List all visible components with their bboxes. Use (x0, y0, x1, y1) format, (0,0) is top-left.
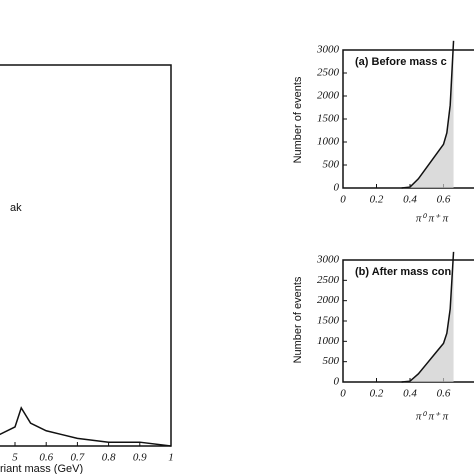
x-tick-label: 0.7 (71, 452, 85, 464)
x-tick-label: 1 (168, 452, 174, 464)
y-tick-label: 2000 (317, 90, 340, 102)
y-tick-label: 2000 (317, 294, 340, 306)
area (401, 251, 454, 382)
x-tick-label: 0.6 (437, 194, 451, 206)
x-tick-label: 0.2 (370, 194, 384, 206)
area (401, 40, 454, 188)
x-tick-label: 0.2 (370, 388, 384, 400)
y-tick-label: 2500 (317, 274, 340, 286)
x-tick-label: 0.6 (437, 388, 451, 400)
frame (342, 49, 474, 189)
x-tick-label: 5 (12, 452, 18, 464)
x-axis-label: π⁰ π⁺ π (416, 213, 449, 225)
y-axis-label: Number of events (292, 276, 304, 363)
y-tick-label: 0 (334, 376, 340, 388)
frame (0, 64, 172, 447)
panel-title: (b) After mass con (355, 266, 451, 278)
y-tick-label: 3000 (316, 254, 340, 266)
x-axis-label: π⁰ π⁺ π (416, 411, 449, 423)
y-tick-label: 0 (334, 182, 340, 194)
y-tick-label: 1000 (317, 335, 340, 347)
y-tick-label: 1500 (317, 113, 340, 125)
line (401, 40, 455, 189)
x-tick-label: 0.4 (403, 388, 417, 400)
frame (342, 259, 474, 383)
x-tick-label: 0 (340, 388, 346, 400)
y-tick-label: 1000 (317, 136, 340, 148)
y-tick-label: 3000 (316, 44, 340, 56)
x-tick-label: 0.8 (102, 452, 116, 464)
x-tick-label: 0 (340, 194, 346, 206)
x-tick-label: 0.4 (403, 194, 417, 206)
line (0, 406, 172, 447)
annotation: ak (10, 202, 22, 214)
x-axis-label: riant mass (GeV) (0, 463, 83, 474)
line (401, 251, 455, 383)
y-tick-label: 500 (323, 159, 340, 171)
y-tick-label: 2500 (317, 67, 340, 79)
x-tick-label: 0.6 (39, 452, 53, 464)
x-tick-label: 0.9 (133, 452, 147, 464)
panel-title: (a) Before mass c (355, 56, 447, 68)
y-tick-label: 1500 (317, 315, 340, 327)
y-axis-label: Number of events (292, 76, 304, 163)
y-tick-label: 500 (323, 355, 340, 367)
